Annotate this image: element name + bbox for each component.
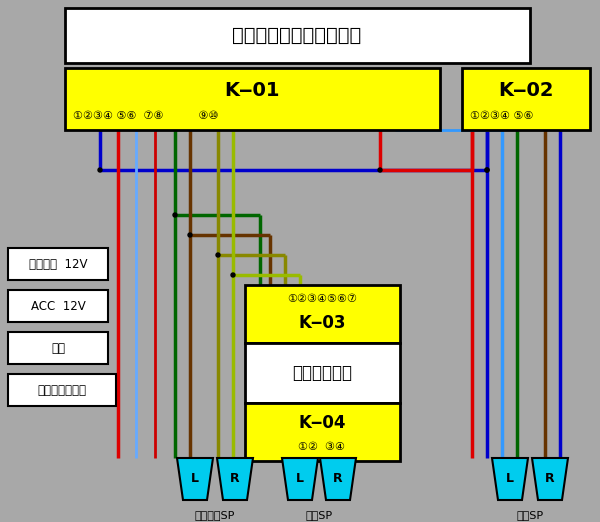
- Bar: [8, 332, 108, 364]
- Text: ①②③④⑤⑥⑦: ①②③④⑤⑥⑦: [287, 294, 357, 304]
- Text: ドア　アンプ: ドア アンプ: [292, 364, 352, 382]
- Bar: [8, 374, 116, 406]
- Bar: [245, 403, 400, 461]
- Polygon shape: [320, 458, 356, 500]
- Circle shape: [485, 168, 489, 172]
- Bar: [65, 68, 440, 130]
- Polygon shape: [282, 458, 318, 500]
- Bar: [245, 285, 400, 343]
- Text: L: L: [191, 472, 199, 485]
- Text: ①②③④ ⑤⑥: ①②③④ ⑤⑥: [470, 111, 533, 121]
- Text: バッテリ  12V: バッテリ 12V: [29, 257, 87, 270]
- Text: K‒04: K‒04: [298, 414, 346, 432]
- Text: K‒01: K‒01: [224, 80, 280, 100]
- Text: ①②③④ ⑤⑥  ⑦⑧          ⑨⑩: ①②③④ ⑤⑥ ⑦⑧ ⑨⑩: [73, 111, 218, 121]
- Text: ACC  12V: ACC 12V: [31, 300, 85, 313]
- Bar: [8, 290, 108, 322]
- Text: K‒03: K‒03: [298, 314, 346, 332]
- Bar: [462, 68, 590, 130]
- Polygon shape: [532, 458, 568, 500]
- Polygon shape: [492, 458, 528, 500]
- Circle shape: [216, 253, 220, 257]
- Polygon shape: [217, 458, 253, 500]
- Bar: [245, 343, 400, 403]
- Text: L: L: [506, 472, 514, 485]
- Text: R: R: [333, 472, 343, 485]
- Bar: [8, 248, 108, 280]
- Text: ドアSP: ドアSP: [305, 510, 332, 520]
- Circle shape: [173, 213, 177, 217]
- Circle shape: [188, 233, 192, 237]
- Text: R: R: [230, 472, 240, 485]
- Bar: [65, 8, 530, 63]
- Circle shape: [98, 168, 102, 172]
- Circle shape: [231, 273, 235, 277]
- Text: R: R: [545, 472, 555, 485]
- Polygon shape: [177, 458, 213, 500]
- Text: ①②  ③④: ①② ③④: [299, 442, 346, 452]
- Text: リアSP: リアSP: [517, 510, 544, 520]
- Text: 照明: 照明: [51, 341, 65, 354]
- Text: パワーアンテナ: パワーアンテナ: [37, 384, 86, 397]
- Circle shape: [378, 168, 382, 172]
- Text: L: L: [296, 472, 304, 485]
- Text: 純正オーディオユニット: 純正オーディオユニット: [232, 26, 362, 44]
- Circle shape: [485, 168, 489, 172]
- Text: K‒02: K‒02: [498, 80, 554, 100]
- Text: フロントSP: フロントSP: [195, 510, 235, 520]
